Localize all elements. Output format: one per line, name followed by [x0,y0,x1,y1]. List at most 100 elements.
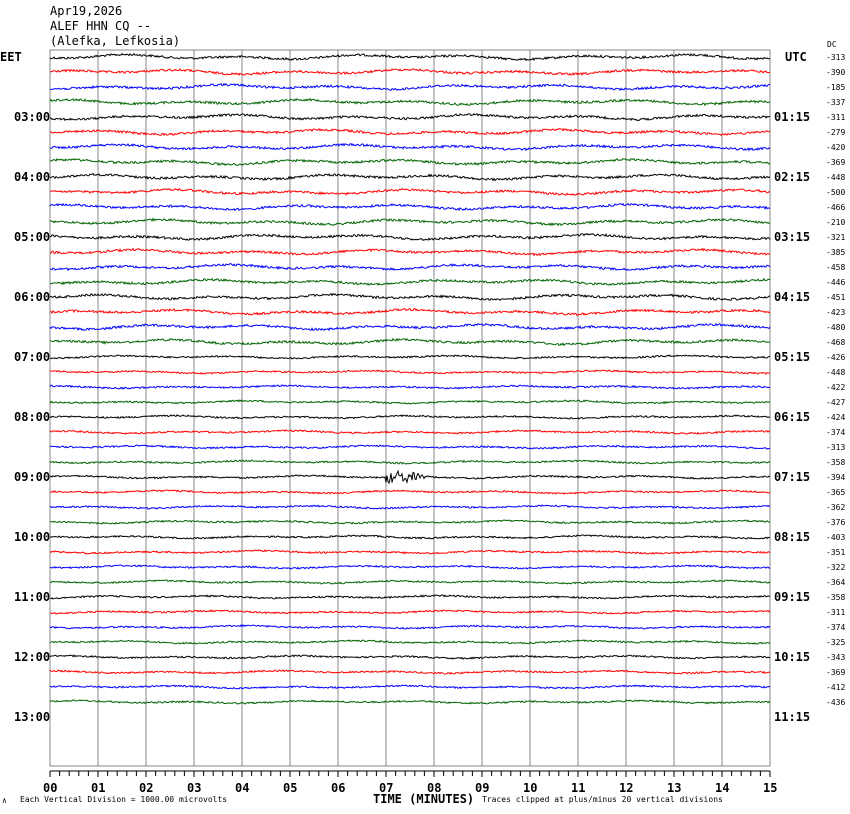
dc-label: DC [827,40,837,49]
dc-offset-label: -466 [826,203,845,212]
dc-offset-label: -351 [826,548,845,557]
right-hour-label: 08:15 [774,530,810,544]
dc-offset-label: -468 [826,338,845,347]
trace-line [50,534,771,540]
trace-line [49,337,771,347]
trace-line [49,172,771,182]
dc-offset-label: -436 [826,698,845,707]
dc-offset-label: -448 [826,173,845,182]
trace-line [49,639,771,645]
dc-offset-label: -313 [826,443,845,452]
trace-line [49,307,771,316]
trace-line [49,52,771,62]
dc-offset-label: -365 [826,488,845,497]
dc-offset-label: -374 [826,623,845,632]
trace-line [49,444,771,450]
dc-offset-label: -424 [826,413,845,422]
dc-offset-label: -364 [826,578,845,587]
dc-offset-label: -480 [826,323,845,332]
trace-line [50,68,771,77]
left-hour-label: 09:00 [14,470,50,484]
dc-offset-label: -311 [826,608,845,617]
dc-offset-label: -279 [826,128,845,137]
dc-offset-label: -337 [826,98,845,107]
trace-line [49,624,771,630]
trace-line [49,202,771,212]
trace-line [49,414,771,420]
x-tick-label: 10 [523,781,537,795]
dc-offset-label: -376 [826,518,845,527]
right-hour-label: 07:15 [774,470,810,484]
right-timezone: UTC [785,50,807,64]
scale-note: Each Vertical Division = 1000.00 microvo… [20,795,227,804]
trace-line [49,699,771,705]
trace-line [49,504,771,510]
dc-offset-label: -500 [826,188,845,197]
x-tick-label: 14 [715,781,729,795]
dc-offset-label: -427 [826,398,845,407]
trace-line [49,549,771,555]
plot-frame [49,49,771,767]
dc-offset-label: -210 [826,218,845,227]
x-tick-label: 11 [571,781,585,795]
left-hour-label: 10:00 [14,530,50,544]
right-hour-label: 01:15 [774,110,810,124]
left-hour-label: 03:00 [14,110,50,124]
logo-mark: ∧ [2,796,7,805]
x-tick-label: 04 [235,781,249,795]
x-tick-label: 06 [331,781,345,795]
left-hour-label: 05:00 [14,230,50,244]
dc-offset-label: -325 [826,638,845,647]
trace-line [49,187,771,196]
right-hour-label: 11:15 [774,710,810,724]
dc-offset-label: -374 [826,428,845,437]
trace-line [49,459,771,465]
date-label: Apr19,2026 [50,4,123,18]
dc-offset-label: -311 [826,113,845,122]
dc-offset-label: -394 [826,473,845,482]
dc-offset-label: -420 [826,143,845,152]
trace-line [49,519,770,525]
x-tick-label: 12 [619,781,633,795]
x-tick-label: 01 [91,781,105,795]
dc-offset-label: -362 [826,503,845,512]
dc-offset-label: -358 [826,593,845,602]
trace-line [49,157,771,166]
trace-line [49,113,771,122]
dc-offset-label: -403 [826,533,845,542]
left-hour-label: 13:00 [14,710,50,724]
trace-line [49,579,771,585]
trace-line [49,669,771,675]
dc-offset-label: -385 [826,248,845,257]
dc-offset-label: -343 [826,653,845,662]
left-timezone: EET [0,50,22,64]
trace-line [49,292,771,302]
right-hour-label: 09:15 [774,590,810,604]
trace-line [49,142,771,152]
dc-offset-label: -458 [826,263,845,272]
x-tick-label: 13 [667,781,681,795]
trace-line [49,127,771,137]
x-tick-label: 02 [139,781,153,795]
x-tick-label: 00 [43,781,57,795]
trace-line [49,369,771,375]
dc-offset-label: -412 [826,683,845,692]
trace-line [49,322,771,332]
dc-offset-label: -448 [826,368,845,377]
dc-offset-label: -322 [826,563,845,572]
x-axis-label: TIME (MINUTES) [373,792,474,806]
dc-offset-label: -185 [826,83,845,92]
trace-line [49,247,771,257]
right-hour-label: 10:15 [774,650,810,664]
trace-line [49,564,770,570]
right-hour-label: 06:15 [774,410,810,424]
dc-offset-label: -369 [826,668,845,677]
dc-offset-label: -426 [826,353,845,362]
x-tick-label: 03 [187,781,201,795]
left-hour-label: 11:00 [14,590,50,604]
x-tick-label: 15 [763,781,777,795]
left-hour-label: 06:00 [14,290,50,304]
right-hour-label: 02:15 [774,170,810,184]
x-tick-label: 07 [379,781,393,795]
